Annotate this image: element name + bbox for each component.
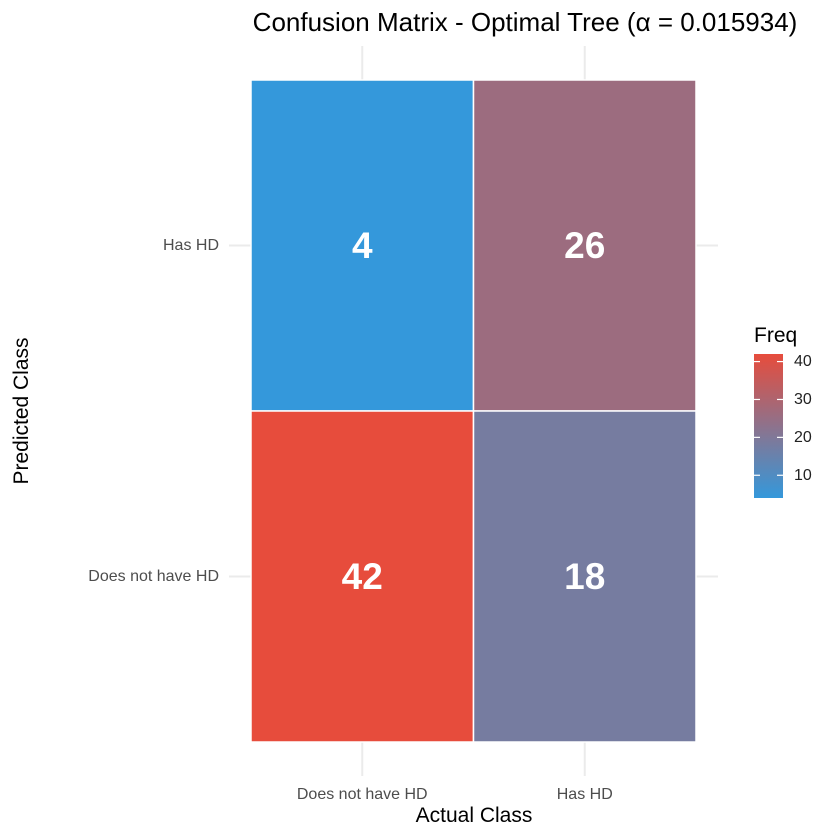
cell-value-label: 18 bbox=[564, 556, 605, 597]
x-tick-labels: Does not have HD Has HD bbox=[297, 786, 613, 803]
cell-value-label: 26 bbox=[564, 225, 605, 266]
y-tick-labels: Does not have HD Has HD bbox=[88, 237, 219, 585]
cell-value-label: 42 bbox=[342, 556, 383, 597]
heatmap-cell bbox=[250, 410, 475, 743]
y-tick-label: Has HD bbox=[163, 237, 219, 254]
color-legend: Freq 10 20 30 40 bbox=[754, 324, 812, 498]
x-tick-label: Does not have HD bbox=[297, 786, 428, 803]
x-tick-label: Has HD bbox=[557, 786, 613, 803]
heatmap-cell bbox=[250, 79, 475, 412]
y-axis-title: Predicted Class bbox=[10, 337, 33, 484]
heatmap-cells: 4 26 42 18 bbox=[250, 79, 697, 743]
legend-tick-label: 10 bbox=[794, 467, 812, 484]
legend-ticks: 10 20 30 40 bbox=[754, 353, 812, 484]
chart-title: Confusion Matrix - Optimal Tree (α = 0.0… bbox=[253, 7, 798, 37]
y-tick-label: Does not have HD bbox=[88, 568, 219, 585]
x-axis-title: Actual Class bbox=[416, 804, 533, 827]
cell-value-label: 4 bbox=[352, 225, 373, 266]
legend-tick-label: 20 bbox=[794, 429, 812, 446]
legend-tick-label: 40 bbox=[794, 353, 812, 370]
heatmap-cell bbox=[472, 410, 697, 743]
legend-colorbar bbox=[754, 354, 783, 498]
legend-title: Freq bbox=[754, 324, 797, 347]
legend-tick-label: 30 bbox=[794, 391, 812, 408]
